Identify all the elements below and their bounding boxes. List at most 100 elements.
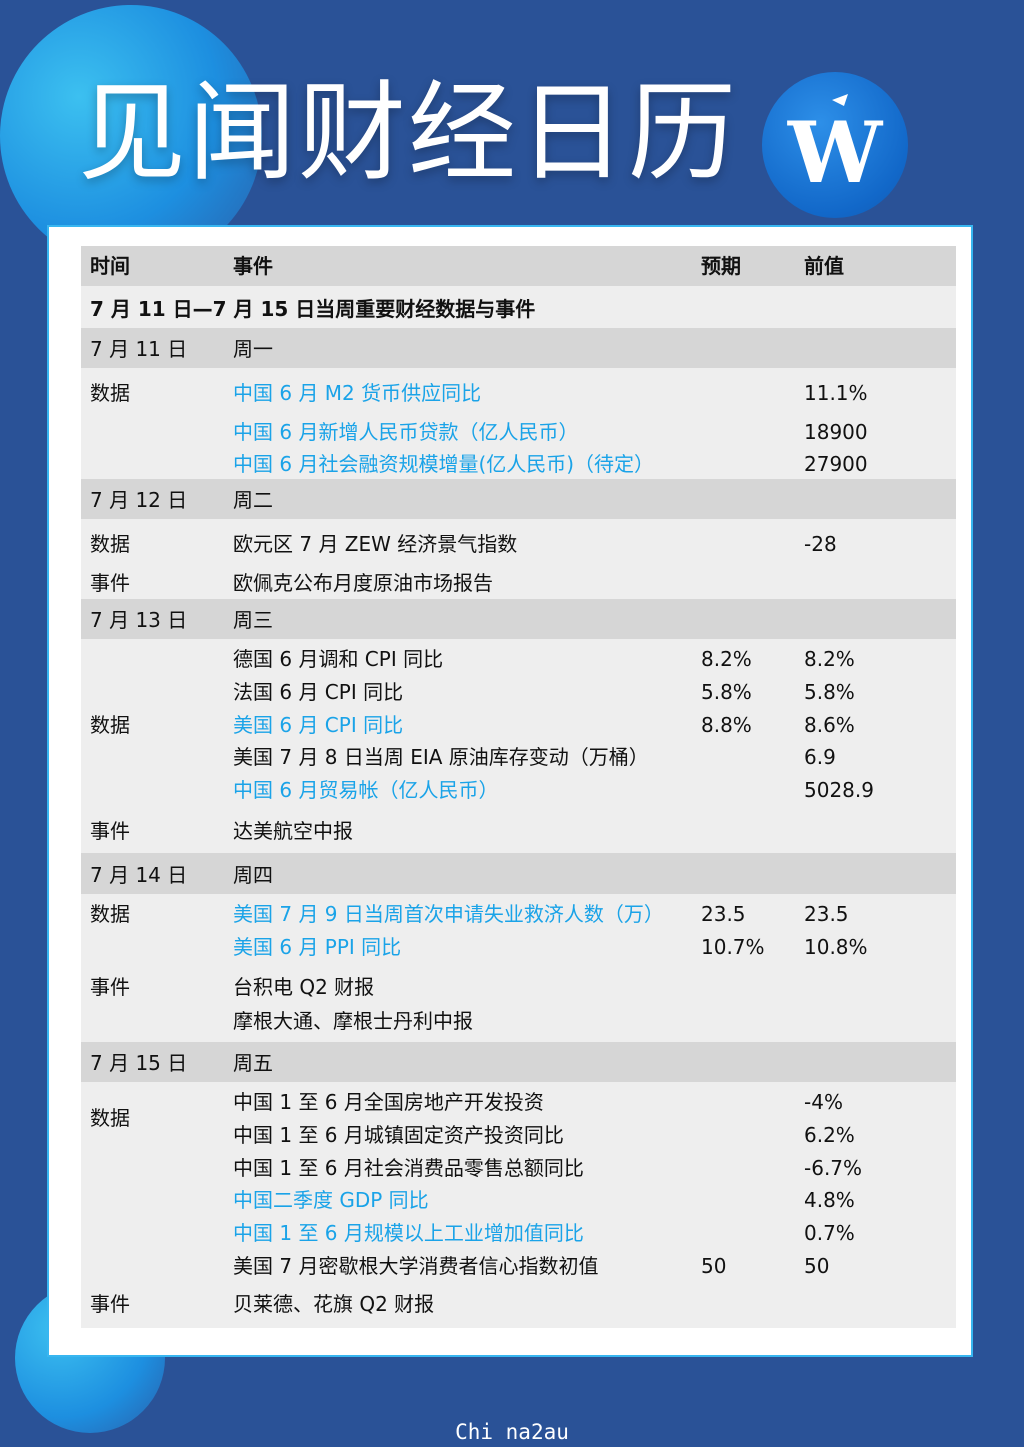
day-date: 7 月 14 日: [90, 863, 188, 887]
event-link[interactable]: 中国 1 至 6 月规模以上工业增加值同比: [233, 1221, 584, 1245]
row-category: 数据: [90, 902, 130, 926]
expected-value: 5.8%: [701, 680, 752, 704]
event-text: 法国 6 月 CPI 同比: [233, 680, 404, 704]
row-category: 事件: [90, 975, 130, 999]
day-weekday: 周五: [233, 1051, 273, 1075]
table-row: 事件 贝莱德、花旗 Q2 财报: [81, 1291, 956, 1317]
table-row: 事件 台积电 Q2 财报: [81, 974, 956, 1000]
previous-value: 50: [804, 1254, 830, 1278]
row-category: 数据: [90, 713, 130, 737]
previous-value: -28: [804, 532, 837, 556]
table-row: 数据: [81, 1105, 956, 1131]
table-row: 事件 达美航空中报: [81, 818, 956, 844]
row-category: 事件: [90, 1292, 130, 1316]
page-title: 见闻财经日历: [78, 71, 739, 196]
table-row: 中国 1 至 6 月城镇固定资产投资同比 6.2%: [81, 1122, 956, 1148]
event-link[interactable]: 美国 6 月 PPI 同比: [233, 935, 402, 959]
row-category: 事件: [90, 571, 130, 595]
decorative-circle-top-left: [0, 5, 262, 267]
table-row: 数据 中国 6 月 M2 货币供应同比 11.1%: [81, 380, 956, 406]
header-previous: 前值: [804, 254, 844, 278]
previous-value: -4%: [804, 1090, 843, 1114]
event-text: 台积电 Q2 财报: [233, 975, 375, 999]
table-row: 法国 6 月 CPI 同比 5.8% 5.8%: [81, 679, 956, 705]
header-expected: 预期: [701, 254, 741, 278]
event-text: 贝莱德、花旗 Q2 财报: [233, 1292, 435, 1316]
previous-value: 4.8%: [804, 1188, 855, 1212]
table-row: 中国 1 至 6 月全国房地产开发投资 -4%: [81, 1089, 956, 1115]
table-header: 时间 事件 预期 前值: [81, 246, 956, 286]
event-link[interactable]: 美国 6 月 CPI 同比: [233, 713, 404, 737]
event-text: 美国 7 月 8 日当周 EIA 原油库存变动（万桶）: [233, 745, 649, 769]
day-weekday: 周四: [233, 863, 273, 887]
row-category: 事件: [90, 819, 130, 843]
event-text: 中国 1 至 6 月社会消费品零售总额同比: [233, 1156, 584, 1180]
previous-value: 8.6%: [804, 713, 855, 737]
row-category: 数据: [90, 381, 130, 405]
table-row: 中国 6 月社会融资规模增量(亿人民币)（待定） 27900: [81, 451, 956, 477]
table-row: 美国 6 月 PPI 同比 10.7% 10.8%: [81, 934, 956, 960]
event-link[interactable]: 中国 6 月新增人民币贷款（亿人民币）: [233, 420, 579, 444]
day-header: 7 月 15 日 周五: [81, 1042, 956, 1082]
previous-value: 5.8%: [804, 680, 855, 704]
table-row: 德国 6 月调和 CPI 同比 8.2% 8.2%: [81, 646, 956, 672]
previous-value: 18900: [804, 420, 868, 444]
expected-value: 23.5: [701, 902, 746, 926]
day-date: 7 月 12 日: [90, 488, 188, 512]
day-date: 7 月 11 日: [90, 337, 188, 361]
previous-value: 6.2%: [804, 1123, 855, 1147]
day-header: 7 月 14 日 周四: [81, 853, 956, 894]
table-row: 中国 6 月贸易帐（亿人民币） 5028.9: [81, 777, 956, 803]
event-link[interactable]: 中国 6 月贸易帐（亿人民币）: [233, 778, 499, 802]
watermark-text: Chi na2au: [455, 1420, 569, 1444]
table-row: 摩根大通、摩根士丹利中报: [81, 1008, 956, 1034]
previous-value: 6.9: [804, 745, 836, 769]
previous-value: 8.2%: [804, 647, 855, 671]
expected-value: 8.8%: [701, 713, 752, 737]
event-text: 中国 1 至 6 月全国房地产开发投资: [233, 1090, 544, 1114]
table-row: 美国 7 月 8 日当周 EIA 原油库存变动（万桶） 6.9: [81, 744, 956, 770]
row-category: 数据: [90, 1106, 130, 1130]
previous-value: 0.7%: [804, 1221, 855, 1245]
day-weekday: 周二: [233, 488, 273, 512]
day-date: 7 月 13 日: [90, 608, 188, 632]
event-link[interactable]: 美国 7 月 9 日当周首次申请失业救济人数（万）: [233, 902, 664, 926]
table-row: 中国 6 月新增人民币贷款（亿人民币） 18900: [81, 419, 956, 445]
previous-value: -6.7%: [804, 1156, 863, 1180]
row-category: 数据: [90, 532, 130, 556]
table-row: 中国 1 至 6 月社会消费品零售总额同比 -6.7%: [81, 1155, 956, 1181]
previous-value: 5028.9: [804, 778, 874, 802]
event-text: 达美航空中报: [233, 819, 353, 843]
previous-value: 23.5: [804, 902, 849, 926]
table-row: 数据 欧元区 7 月 ZEW 经济景气指数 -28: [81, 531, 956, 557]
previous-value: 11.1%: [804, 381, 868, 405]
event-text: 摩根大通、摩根士丹利中报: [233, 1009, 473, 1033]
week-title: 7 月 11 日—7 月 15 日当周重要财经数据与事件: [90, 297, 536, 321]
event-link[interactable]: 中国 6 月 M2 货币供应同比: [233, 381, 482, 405]
table-row: 事件 欧佩克公布月度原油市场报告: [81, 570, 956, 596]
table-row: 数据 美国 6 月 CPI 同比 8.8% 8.6%: [81, 712, 956, 738]
day-header: 7 月 11 日 周一: [81, 328, 956, 368]
event-text: 美国 7 月密歇根大学消费者信心指数初值: [233, 1254, 599, 1278]
event-text: 德国 6 月调和 CPI 同比: [233, 647, 444, 671]
event-link[interactable]: 中国 6 月社会融资规模增量(亿人民币)（待定）: [233, 452, 655, 476]
table-row: 数据 美国 7 月 9 日当周首次申请失业救济人数（万） 23.5 23.5: [81, 901, 956, 927]
table-row: 中国 1 至 6 月规模以上工业增加值同比 0.7%: [81, 1220, 956, 1246]
expected-value: 50: [701, 1254, 727, 1278]
day-header: 7 月 12 日 周二: [81, 479, 956, 519]
previous-value: 10.8%: [804, 935, 868, 959]
table-row: 中国二季度 GDP 同比 4.8%: [81, 1187, 956, 1213]
header-time: 时间: [90, 254, 130, 278]
previous-value: 27900: [804, 452, 868, 476]
expected-value: 10.7%: [701, 935, 765, 959]
calendar-table: 时间 事件 预期 前值 7 月 11 日—7 月 15 日当周重要财经数据与事件…: [81, 246, 956, 1328]
event-text: 欧佩克公布月度原油市场报告: [233, 571, 493, 595]
header-event: 事件: [233, 254, 273, 278]
event-text: 欧元区 7 月 ZEW 经济景气指数: [233, 532, 518, 556]
expected-value: 8.2%: [701, 647, 752, 671]
svg-text:W: W: [787, 103, 884, 202]
event-link[interactable]: 中国二季度 GDP 同比: [233, 1188, 429, 1212]
week-title-row: 7 月 11 日—7 月 15 日当周重要财经数据与事件: [81, 286, 956, 326]
day-weekday: 周三: [233, 608, 273, 632]
day-weekday: 周一: [233, 337, 273, 361]
